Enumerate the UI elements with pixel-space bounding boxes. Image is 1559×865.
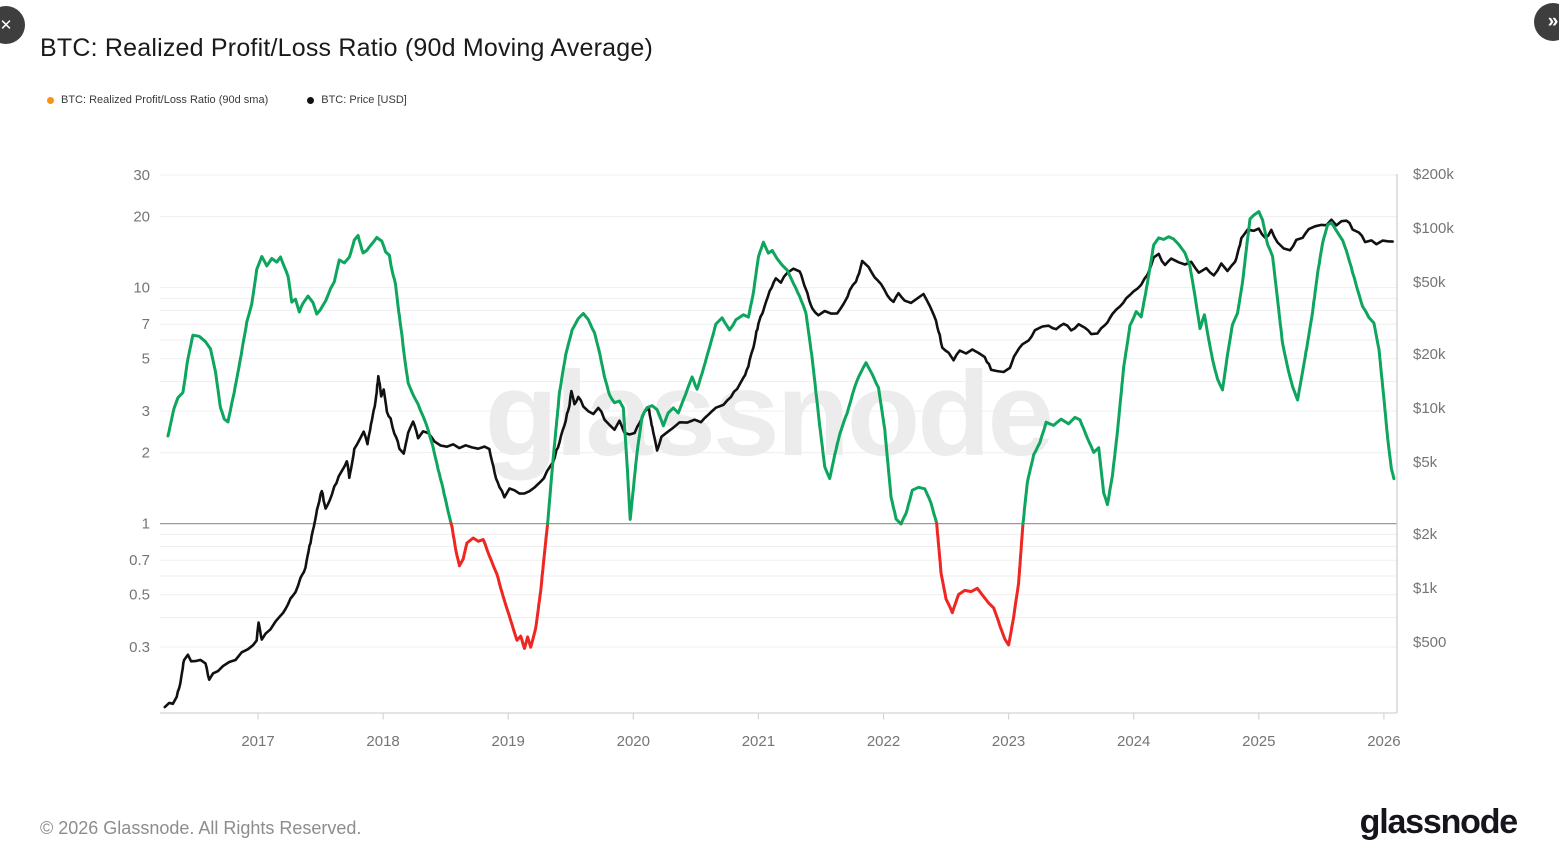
y-axis-label-left: 3 bbox=[142, 403, 150, 420]
ratio-line-segment-profit bbox=[546, 240, 903, 526]
price-line bbox=[163, 218, 1394, 709]
glassnode-logo: glassnode bbox=[1359, 803, 1519, 841]
x-axis-label: 2024 bbox=[1117, 733, 1150, 750]
y-axis-label-right: $50k bbox=[1413, 274, 1446, 291]
collapse-panel-button[interactable]: » bbox=[1534, 3, 1559, 41]
page-title: BTC: Realized Profit/Loss Ratio (90d Mov… bbox=[40, 34, 653, 62]
x-axis-label: 2017 bbox=[241, 733, 274, 750]
y-axis-label-right: $200k bbox=[1413, 166, 1454, 183]
watermark-text: glassnode bbox=[485, 347, 1052, 481]
y-axis-label-left: 7 bbox=[142, 316, 150, 333]
ratio-line-segment-loss bbox=[935, 522, 1025, 647]
price-series-dot-icon bbox=[307, 96, 315, 104]
y-axis-label-right: $500 bbox=[1413, 634, 1446, 651]
y-axis-label-right: $20k bbox=[1413, 346, 1446, 363]
legend-item-ratio[interactable]: BTC: Realized Profit/Loss Ratio (90d sma… bbox=[47, 94, 268, 106]
y-axis-label-left: 1 bbox=[142, 516, 150, 533]
legend-item-label: BTC: Realized Profit/Loss Ratio (90d sma… bbox=[61, 94, 269, 106]
x-axis-label: 2019 bbox=[492, 733, 525, 750]
y-axis-label-left: 0.7 bbox=[129, 552, 150, 569]
x-axis-label: 2026 bbox=[1367, 733, 1400, 750]
x-axis-label: 2023 bbox=[992, 733, 1025, 750]
close-button[interactable]: ✕ bbox=[0, 6, 25, 44]
y-axis-label-right: $100k bbox=[1413, 220, 1454, 237]
chart-legend: BTC: Realized Profit/Loss Ratio (90d sma… bbox=[47, 94, 407, 106]
x-axis-label: 2021 bbox=[742, 733, 775, 750]
ratio-line-segment-profit bbox=[166, 234, 453, 526]
y-axis-label-left: 30 bbox=[133, 167, 150, 184]
y-axis-label-left: 2 bbox=[142, 445, 150, 462]
y-axis-label-left: 10 bbox=[133, 280, 150, 297]
close-icon: ✕ bbox=[0, 17, 13, 34]
plot-area[interactable] bbox=[160, 168, 1397, 713]
y-axis-label-right: $5k bbox=[1413, 454, 1438, 471]
double-chevron-right-icon: » bbox=[1547, 11, 1559, 32]
legend-item-price[interactable]: BTC: Price [USD] bbox=[307, 94, 407, 106]
y-axis-label-left: 5 bbox=[142, 351, 150, 368]
y-axis-label-left: 0.5 bbox=[129, 587, 150, 604]
legend-item-label: BTC: Price [USD] bbox=[321, 94, 407, 106]
x-axis-label: 2018 bbox=[366, 733, 399, 750]
x-axis-label: 2022 bbox=[867, 733, 900, 750]
y-axis-label-right: $2k bbox=[1413, 526, 1438, 543]
y-axis-label-right: $1k bbox=[1413, 580, 1438, 597]
y-axis-label-left: 20 bbox=[133, 209, 150, 226]
ratio-line-segment-profit bbox=[899, 485, 939, 526]
ratio-line-segment-loss bbox=[449, 522, 550, 650]
y-axis-label-right: $10k bbox=[1413, 400, 1446, 417]
ratio-series-dot-icon bbox=[47, 96, 54, 104]
x-axis-label: 2025 bbox=[1242, 733, 1275, 750]
copyright-text: © 2026 Glassnode. All Rights Reserved. bbox=[40, 818, 362, 838]
y-axis-label-left: 0.3 bbox=[129, 639, 150, 656]
x-axis-label: 2020 bbox=[617, 733, 650, 750]
ratio-line-segment-profit bbox=[1021, 210, 1396, 526]
